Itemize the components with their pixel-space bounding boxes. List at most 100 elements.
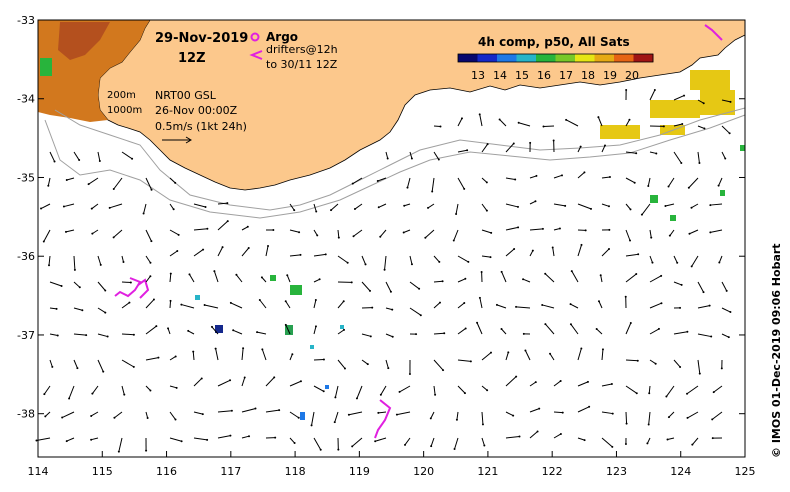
velocity-arrow <box>241 435 250 439</box>
velocity-arrow <box>553 174 563 179</box>
velocity-arrow <box>529 228 543 231</box>
velocity-arrow <box>697 125 705 129</box>
velocity-arrow <box>601 203 610 207</box>
velocity-arrow <box>481 229 492 234</box>
velocity-arrow <box>625 253 639 257</box>
velocity-arrow <box>407 177 411 188</box>
velocity-arrow <box>43 229 51 242</box>
velocity-arrow <box>600 275 603 283</box>
velocity-arrow <box>647 177 651 187</box>
velocity-arrow <box>48 255 51 266</box>
velocity-arrow <box>710 203 723 206</box>
velocity-arrow <box>601 383 612 387</box>
vector-date: 26-Nov 00:00Z <box>155 104 238 117</box>
velocity-arrow <box>61 411 75 419</box>
velocity-arrow <box>625 229 631 241</box>
velocity-arrow <box>235 274 243 283</box>
velocity-arrow <box>649 275 662 283</box>
velocity-arrow <box>505 376 517 387</box>
velocity-arrow <box>505 203 519 208</box>
velocity-arrow <box>49 281 62 287</box>
velocity-arrow <box>529 250 534 257</box>
velocity-arrow <box>97 333 108 338</box>
velocity-arrow <box>113 229 123 238</box>
velocity-arrow <box>169 229 179 236</box>
velocity-arrow <box>577 244 582 257</box>
velocity-arrow <box>91 203 99 210</box>
velocity-arrow <box>145 275 151 283</box>
x-tick-label: 125 <box>735 465 756 478</box>
velocity-arrow <box>121 385 125 395</box>
velocity-arrow <box>379 229 387 238</box>
velocity-arrow <box>145 357 159 361</box>
velocity-arrow <box>553 380 561 387</box>
velocity-arrow <box>409 307 422 316</box>
velocity-arrow <box>47 177 51 186</box>
map-date: 29-Nov-2019 <box>155 31 248 46</box>
y-axis: -33 -34 -35 -36 -37 -38 <box>17 14 745 421</box>
velocity-arrow <box>601 176 611 179</box>
velocity-arrow <box>211 326 219 335</box>
velocity-arrow <box>673 281 682 286</box>
velocity-arrow <box>505 177 516 181</box>
colorbar-segment <box>458 54 478 62</box>
velocity-arrow <box>145 411 149 419</box>
velocity-arrow <box>121 302 130 309</box>
velocity-arrow <box>668 177 675 187</box>
velocity-arrow <box>97 359 104 372</box>
argo-marker-icon <box>250 32 260 42</box>
velocity-arrow <box>348 411 363 416</box>
map-hour: 12Z <box>178 51 206 66</box>
velocity-arrow <box>193 437 208 441</box>
velocity-arrow <box>577 172 585 179</box>
velocity-arrow <box>265 409 280 413</box>
velocity-arrow <box>649 359 656 365</box>
velocity-arrow <box>697 281 704 293</box>
velocity-arrow <box>97 255 102 266</box>
velocity-arrow <box>289 380 302 387</box>
velocity-arrow <box>457 149 468 153</box>
velocity-arrow <box>167 328 171 335</box>
velocity-arrow <box>430 437 435 447</box>
velocity-arrow <box>481 411 484 425</box>
velocity-arrow <box>529 408 540 413</box>
velocity-arrow <box>601 349 604 361</box>
velocity-arrow <box>433 255 440 263</box>
credit: © IMOS 01-Dec-2019 09:06 Hobart <box>770 243 783 458</box>
colorbar-tick-label: 18 <box>581 69 595 82</box>
velocity-arrow <box>385 359 389 369</box>
velocity-arrow <box>73 151 80 161</box>
velocity-arrow <box>66 177 75 181</box>
velocity-arrow <box>409 281 420 290</box>
velocity-arrow <box>40 203 51 210</box>
velocity-arrow <box>688 177 699 189</box>
velocity-arrow <box>601 437 613 448</box>
velocity-arrow <box>289 203 295 211</box>
velocity-arrow <box>409 255 413 265</box>
velocity-arrow <box>697 359 701 374</box>
velocity-arrow <box>121 359 135 368</box>
velocity-arrow <box>169 300 172 309</box>
velocity-arrow <box>565 119 579 127</box>
y-tick-label: -33 <box>17 14 35 27</box>
velocity-arrow <box>505 248 515 257</box>
velocity-arrow <box>289 254 301 257</box>
velocity-arrow <box>552 247 555 257</box>
velocity-arrow <box>361 281 371 292</box>
velocity-arrow <box>330 203 339 211</box>
velocity-arrow <box>337 255 348 264</box>
velocity-arrow <box>529 175 537 179</box>
velocity-arrow <box>433 302 441 309</box>
sst-patches-ocean <box>195 275 344 420</box>
velocity-arrow <box>114 411 123 419</box>
velocity-arrow <box>721 151 726 159</box>
velocity-arrow <box>256 331 267 335</box>
velocity-arrow <box>313 203 317 212</box>
x-tick-label: 123 <box>606 465 627 478</box>
drifter-marker-icon <box>249 50 263 60</box>
velocity-arrow <box>49 307 57 310</box>
velocity-arrow <box>667 437 675 440</box>
velocity-arrow <box>668 411 675 418</box>
velocity-arrow <box>378 411 387 414</box>
x-tick-label: 121 <box>477 465 498 478</box>
